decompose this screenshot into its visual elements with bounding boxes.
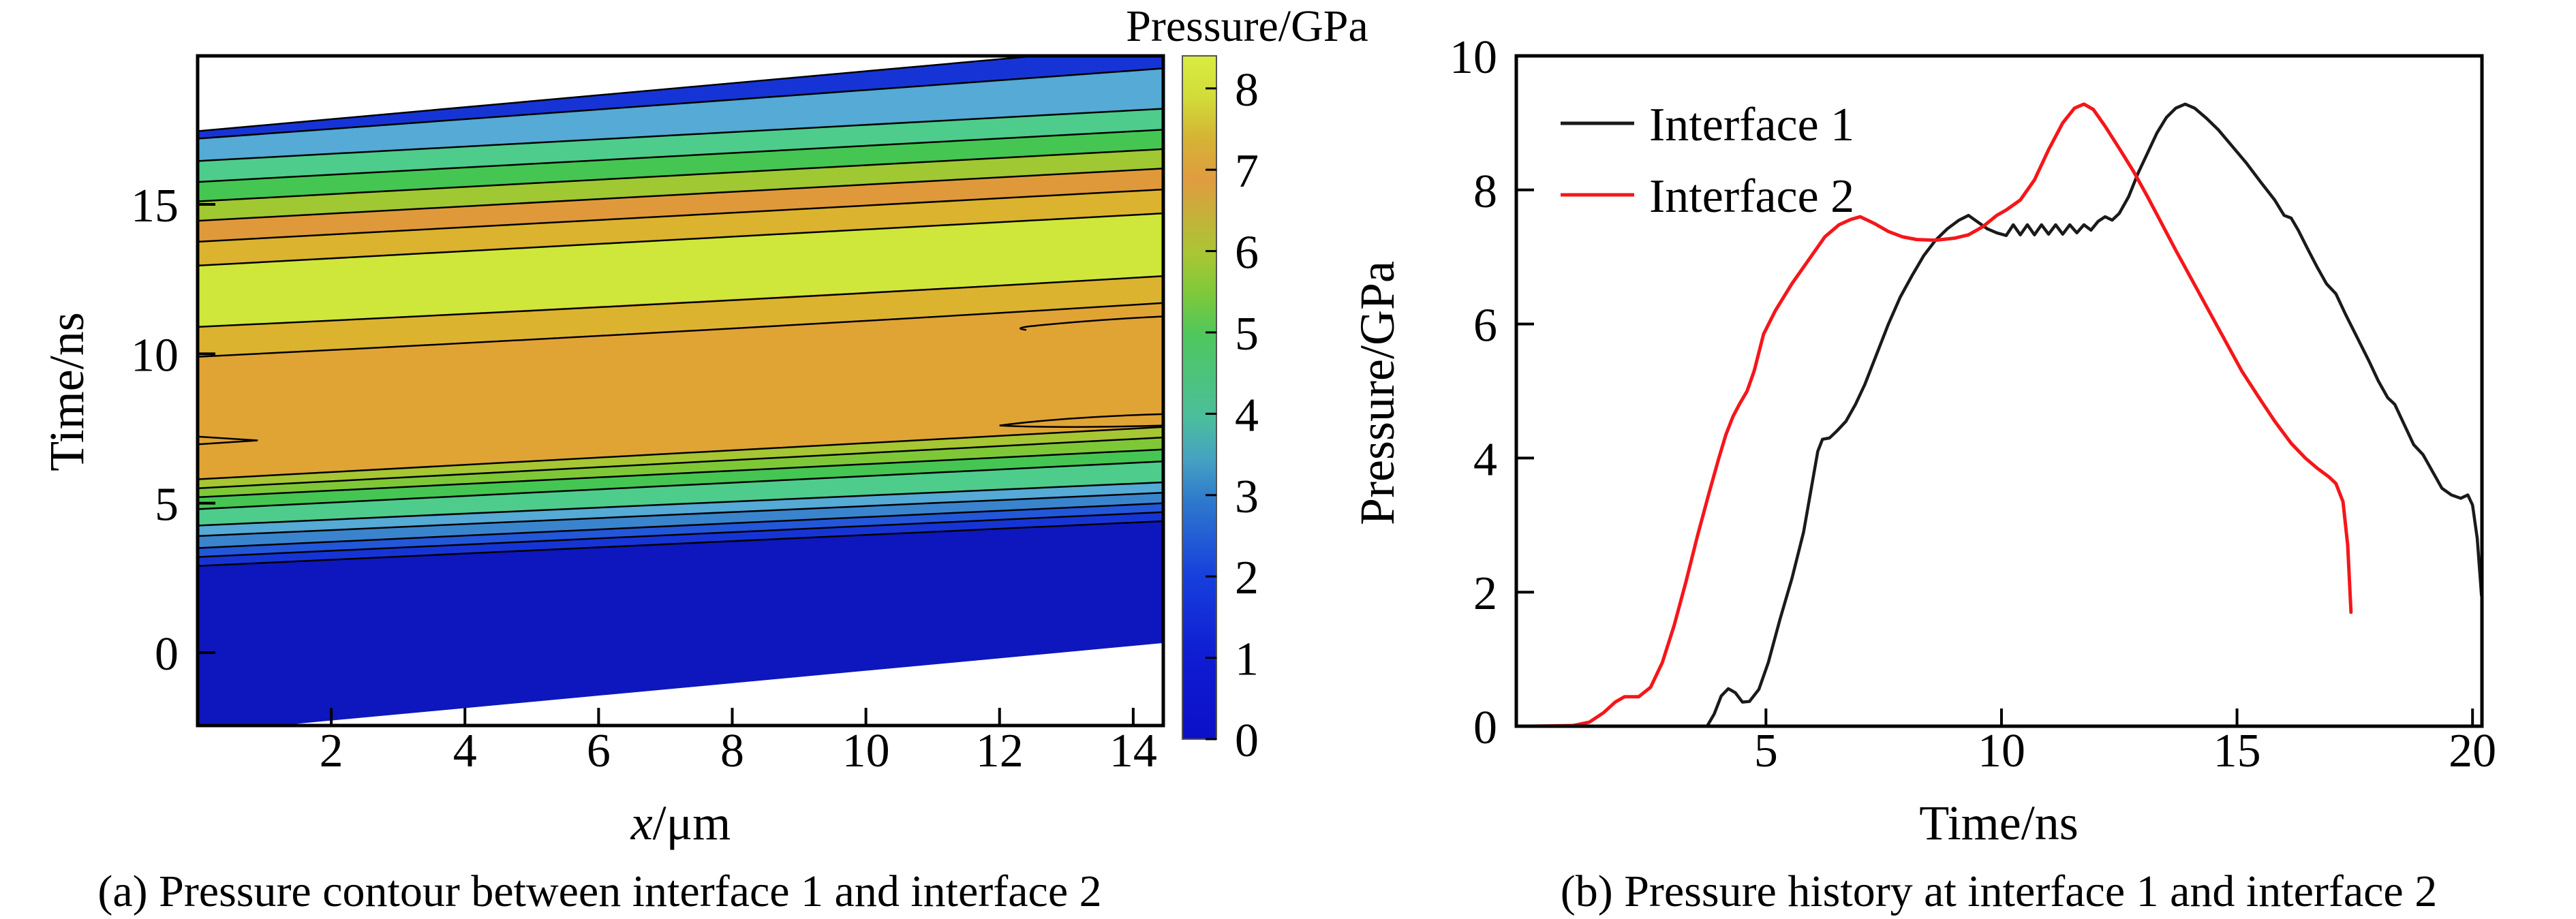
contour-line — [198, 502, 1163, 549]
contour-band — [198, 493, 1163, 548]
panel-a-ticks — [198, 203, 1135, 726]
contour-band — [198, 68, 1163, 161]
y-tick-label: 8 — [1473, 166, 1497, 218]
contour-line — [198, 481, 1163, 527]
pressure-history-curves — [1529, 102, 2482, 726]
x-tick-label: 10 — [1978, 725, 2025, 777]
x-tick-label: 20 — [2449, 725, 2496, 777]
contour-band — [198, 129, 1163, 202]
x-tick-label: 15 — [2213, 725, 2261, 777]
contour-line — [198, 188, 1163, 243]
legend-label-interface-2: Interface 2 — [1649, 170, 1854, 223]
panel-a-x-label-variable: x — [630, 796, 653, 850]
y-tick-label: 15 — [131, 180, 179, 232]
contour-band-layer — [198, 56, 1163, 726]
y-tick-label: 5 — [155, 479, 179, 531]
contour-line — [198, 108, 1163, 162]
contour-line — [198, 275, 1163, 328]
contour-band — [198, 482, 1163, 536]
contour-line — [198, 520, 1163, 567]
contour-line — [198, 129, 1163, 183]
panel-b-x-axis-label: Time/ns — [1919, 796, 2078, 850]
colorbar-tick-label: 2 — [1235, 552, 1259, 604]
legend: Interface 1 Interface 2 — [1561, 99, 1854, 223]
x-tick-label: 12 — [976, 725, 1024, 777]
panel-b-y-axis-label: Pressure/GPa — [1350, 261, 1405, 525]
curve-interface-1 — [1705, 102, 2482, 726]
colorbar-ticks — [1206, 87, 1216, 741]
contour-band — [198, 426, 1163, 488]
colorbar-tick-label: 8 — [1235, 64, 1259, 116]
panel-a-caption: (a) Pressure contour between interface 1… — [97, 867, 1101, 916]
colorbar-tick-label: 5 — [1235, 308, 1259, 360]
contour-band — [198, 302, 1163, 480]
panel-a-plot-border — [196, 54, 1165, 728]
y-tick-label: 10 — [1450, 31, 1497, 84]
contour-line — [198, 426, 1163, 480]
colorbar-tick-labels: 0 1 2 3 4 5 6 7 8 — [1235, 64, 1259, 767]
contour-band — [198, 512, 1163, 566]
x-tick-label: 5 — [1754, 725, 1778, 777]
y-tick-label: 0 — [155, 628, 179, 681]
contour-band — [198, 449, 1163, 510]
colorbar-tick-label: 0 — [1235, 715, 1259, 767]
panel-a-x-axis-label: x/μm — [630, 796, 731, 850]
curve-interface-2 — [1529, 102, 2353, 726]
colorbar-tick-label: 4 — [1235, 389, 1259, 441]
contour-band — [198, 108, 1163, 183]
contour-line — [198, 460, 1163, 510]
contour-band — [198, 213, 1163, 327]
y-tick-label: 10 — [131, 329, 179, 381]
contour-band — [198, 149, 1163, 221]
contour-sliver-left — [198, 435, 258, 446]
contour-line — [198, 492, 1163, 538]
contour-band — [198, 520, 1163, 726]
contour-lens-right — [999, 413, 1163, 429]
y-tick-label: 2 — [1473, 567, 1497, 620]
panel-b-tick-labels: 5 10 15 20 0 2 4 6 8 10 — [1450, 31, 2496, 777]
contour-band — [198, 276, 1163, 357]
contour-hook-right — [1019, 315, 1163, 331]
contour-line — [198, 67, 1163, 140]
panel-b-ticks — [1516, 54, 2474, 728]
colorbar-tick-label: 6 — [1235, 227, 1259, 279]
panel-b-plot-border — [1514, 54, 2484, 728]
panel-a-x-label-unit: /μm — [653, 796, 731, 850]
legend-label-interface-1: Interface 1 — [1649, 99, 1854, 151]
contour-band — [198, 56, 1163, 139]
x-tick-label: 2 — [320, 725, 343, 777]
colorbar-tick-label: 3 — [1235, 471, 1259, 523]
contour-line — [198, 436, 1163, 489]
contour-band — [198, 189, 1163, 266]
y-tick-label: 0 — [1473, 702, 1497, 754]
contour-line — [198, 302, 1163, 358]
y-tick-label: 6 — [1473, 300, 1497, 352]
y-tick-label: 4 — [1473, 433, 1497, 486]
panel-a-y-axis-label: Time/ns — [40, 312, 94, 471]
x-tick-label: 4 — [453, 725, 477, 777]
contour-band — [198, 168, 1163, 242]
x-tick-label: 8 — [720, 725, 744, 777]
contour-line — [198, 168, 1163, 222]
contour-line — [198, 448, 1163, 499]
contour-feature-lines — [198, 315, 1163, 446]
colorbar-title: Pressure/GPa — [1126, 1, 1368, 51]
colorbar — [1182, 55, 1217, 740]
x-tick-label: 10 — [842, 725, 890, 777]
x-tick-label: 6 — [587, 725, 611, 777]
colorbar-tick-label: 7 — [1235, 145, 1259, 198]
contour-band — [198, 437, 1163, 497]
colorbar-tick-label: 1 — [1235, 634, 1259, 686]
panel-b-caption: (b) Pressure history at interface 1 and … — [1561, 867, 2437, 916]
contour-line — [198, 212, 1163, 267]
panel-a-tick-labels: 2 4 6 8 10 12 14 0 5 10 15 — [131, 180, 1157, 777]
x-tick-label: 14 — [1109, 725, 1157, 777]
contour-line — [198, 148, 1163, 202]
contour-band — [198, 461, 1163, 526]
contour-band — [198, 503, 1163, 557]
contour-line — [198, 511, 1163, 558]
